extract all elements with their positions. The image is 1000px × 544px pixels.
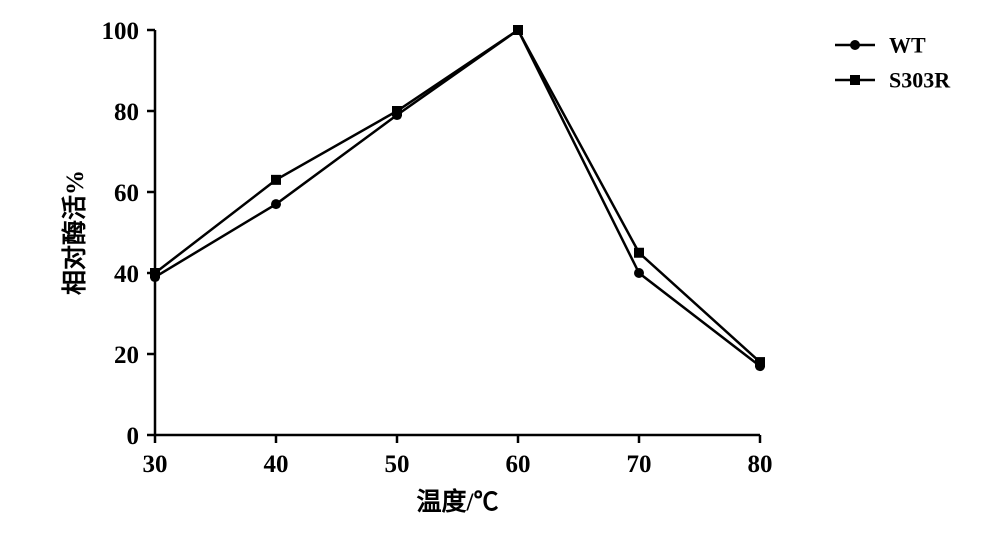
chart-svg: 30 40 50 60 70 80 0 20 40 60 80 100 WT S303R 温度/℃ 相… [0,0,1000,544]
legend: WT S303R [835,33,951,93]
x-tick-label: 50 [385,451,410,478]
legend-label-S303R: S303R [889,68,951,93]
series-line-WT [155,30,760,366]
axes [155,30,760,435]
x-tick-label: 40 [264,451,289,478]
y-tick-label: 20 [114,342,139,369]
x-tick-label: 70 [627,451,652,478]
chart-container: 30 40 50 60 70 80 0 20 40 60 80 100 WT S303R 温度/℃ 相… [0,0,1000,544]
x-axis-label: 温度/℃ [417,487,499,516]
y-axis-label: 相对酶活% [61,170,89,295]
x-ticks: 30 40 50 60 70 80 [143,435,773,478]
x-tick-label: 80 [748,451,773,478]
y-tick-label: 100 [102,18,140,45]
y-ticks: 0 20 40 60 80 100 [102,18,156,450]
series-group [150,25,765,371]
legend-label-WT: WT [889,33,926,58]
y-tick-label: 80 [114,99,139,126]
y-tick-label: 0 [127,423,140,450]
x-tick-label: 30 [143,451,168,478]
y-tick-label: 60 [114,180,139,207]
x-tick-label: 60 [506,451,531,478]
series-line-S303R [155,30,760,362]
y-tick-label: 40 [114,261,139,288]
